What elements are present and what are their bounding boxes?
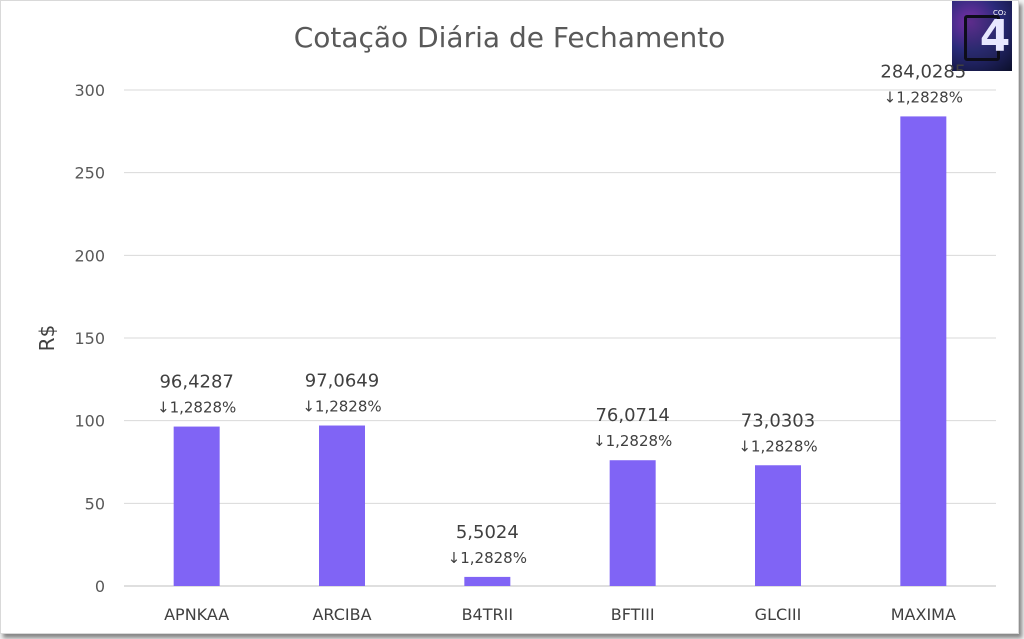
bar-value-label: 97,0649: [305, 371, 379, 392]
x-category-label: B4TRII: [462, 605, 513, 624]
bar-value-label: 76,0714: [595, 405, 669, 426]
bar-value-label: 96,4287: [159, 372, 233, 393]
axes: 0 50 100 150 200 250 300 R$: [35, 81, 996, 596]
gridlines: [124, 89, 996, 504]
bar: [755, 465, 801, 586]
x-category-label: GLCIII: [755, 605, 802, 624]
y-tick-label: 0: [95, 577, 105, 596]
x-category-label: MAXIMA: [891, 605, 956, 624]
bar-value-label: 5,5024: [456, 522, 519, 543]
bar: [609, 460, 656, 586]
x-category-label: ARCIBA: [312, 605, 371, 624]
x-category-label: BFTIII: [611, 605, 655, 624]
bar-value-label: 284,0285: [880, 61, 966, 82]
bar-value-label: 73,0303: [741, 410, 815, 431]
x-category-label: APNKAA: [164, 605, 229, 624]
bar: [173, 426, 220, 586]
bar-change-label: ↓1,2828%: [593, 432, 672, 450]
y-tick-label: 150: [74, 329, 105, 348]
labels: APNKAA 96,4287 ↓1,2828% ARCIBA 97,0649 ↓1,282…: [157, 61, 966, 624]
y-axis-title: R$: [35, 325, 59, 352]
bar: [464, 576, 511, 586]
logo-number: 4: [979, 11, 1011, 62]
bar-change-label: ↓1,2828%: [884, 88, 963, 106]
y-tick-label: 200: [74, 246, 105, 265]
y-tick-label: 100: [74, 412, 105, 431]
bar-change-label: ↓1,2828%: [448, 549, 527, 567]
chart-title: Cotação Diária de Fechamento: [293, 21, 726, 54]
y-tick-label: 250: [74, 164, 105, 183]
logo-small-text: CO₂: [993, 9, 1007, 17]
bar: [900, 116, 947, 586]
bar-change-label: ↓1,2828%: [157, 399, 236, 417]
bar: [319, 425, 365, 586]
logo-ring: [964, 15, 1000, 61]
bar-change-label: ↓1,2828%: [738, 437, 817, 455]
y-tick-label: 50: [85, 494, 105, 513]
bars: [173, 116, 947, 586]
bar-change-label: ↓1,2828%: [302, 398, 381, 416]
y-tick-label: 300: [74, 81, 105, 100]
company-logo: 4 CO₂: [952, 1, 1012, 71]
